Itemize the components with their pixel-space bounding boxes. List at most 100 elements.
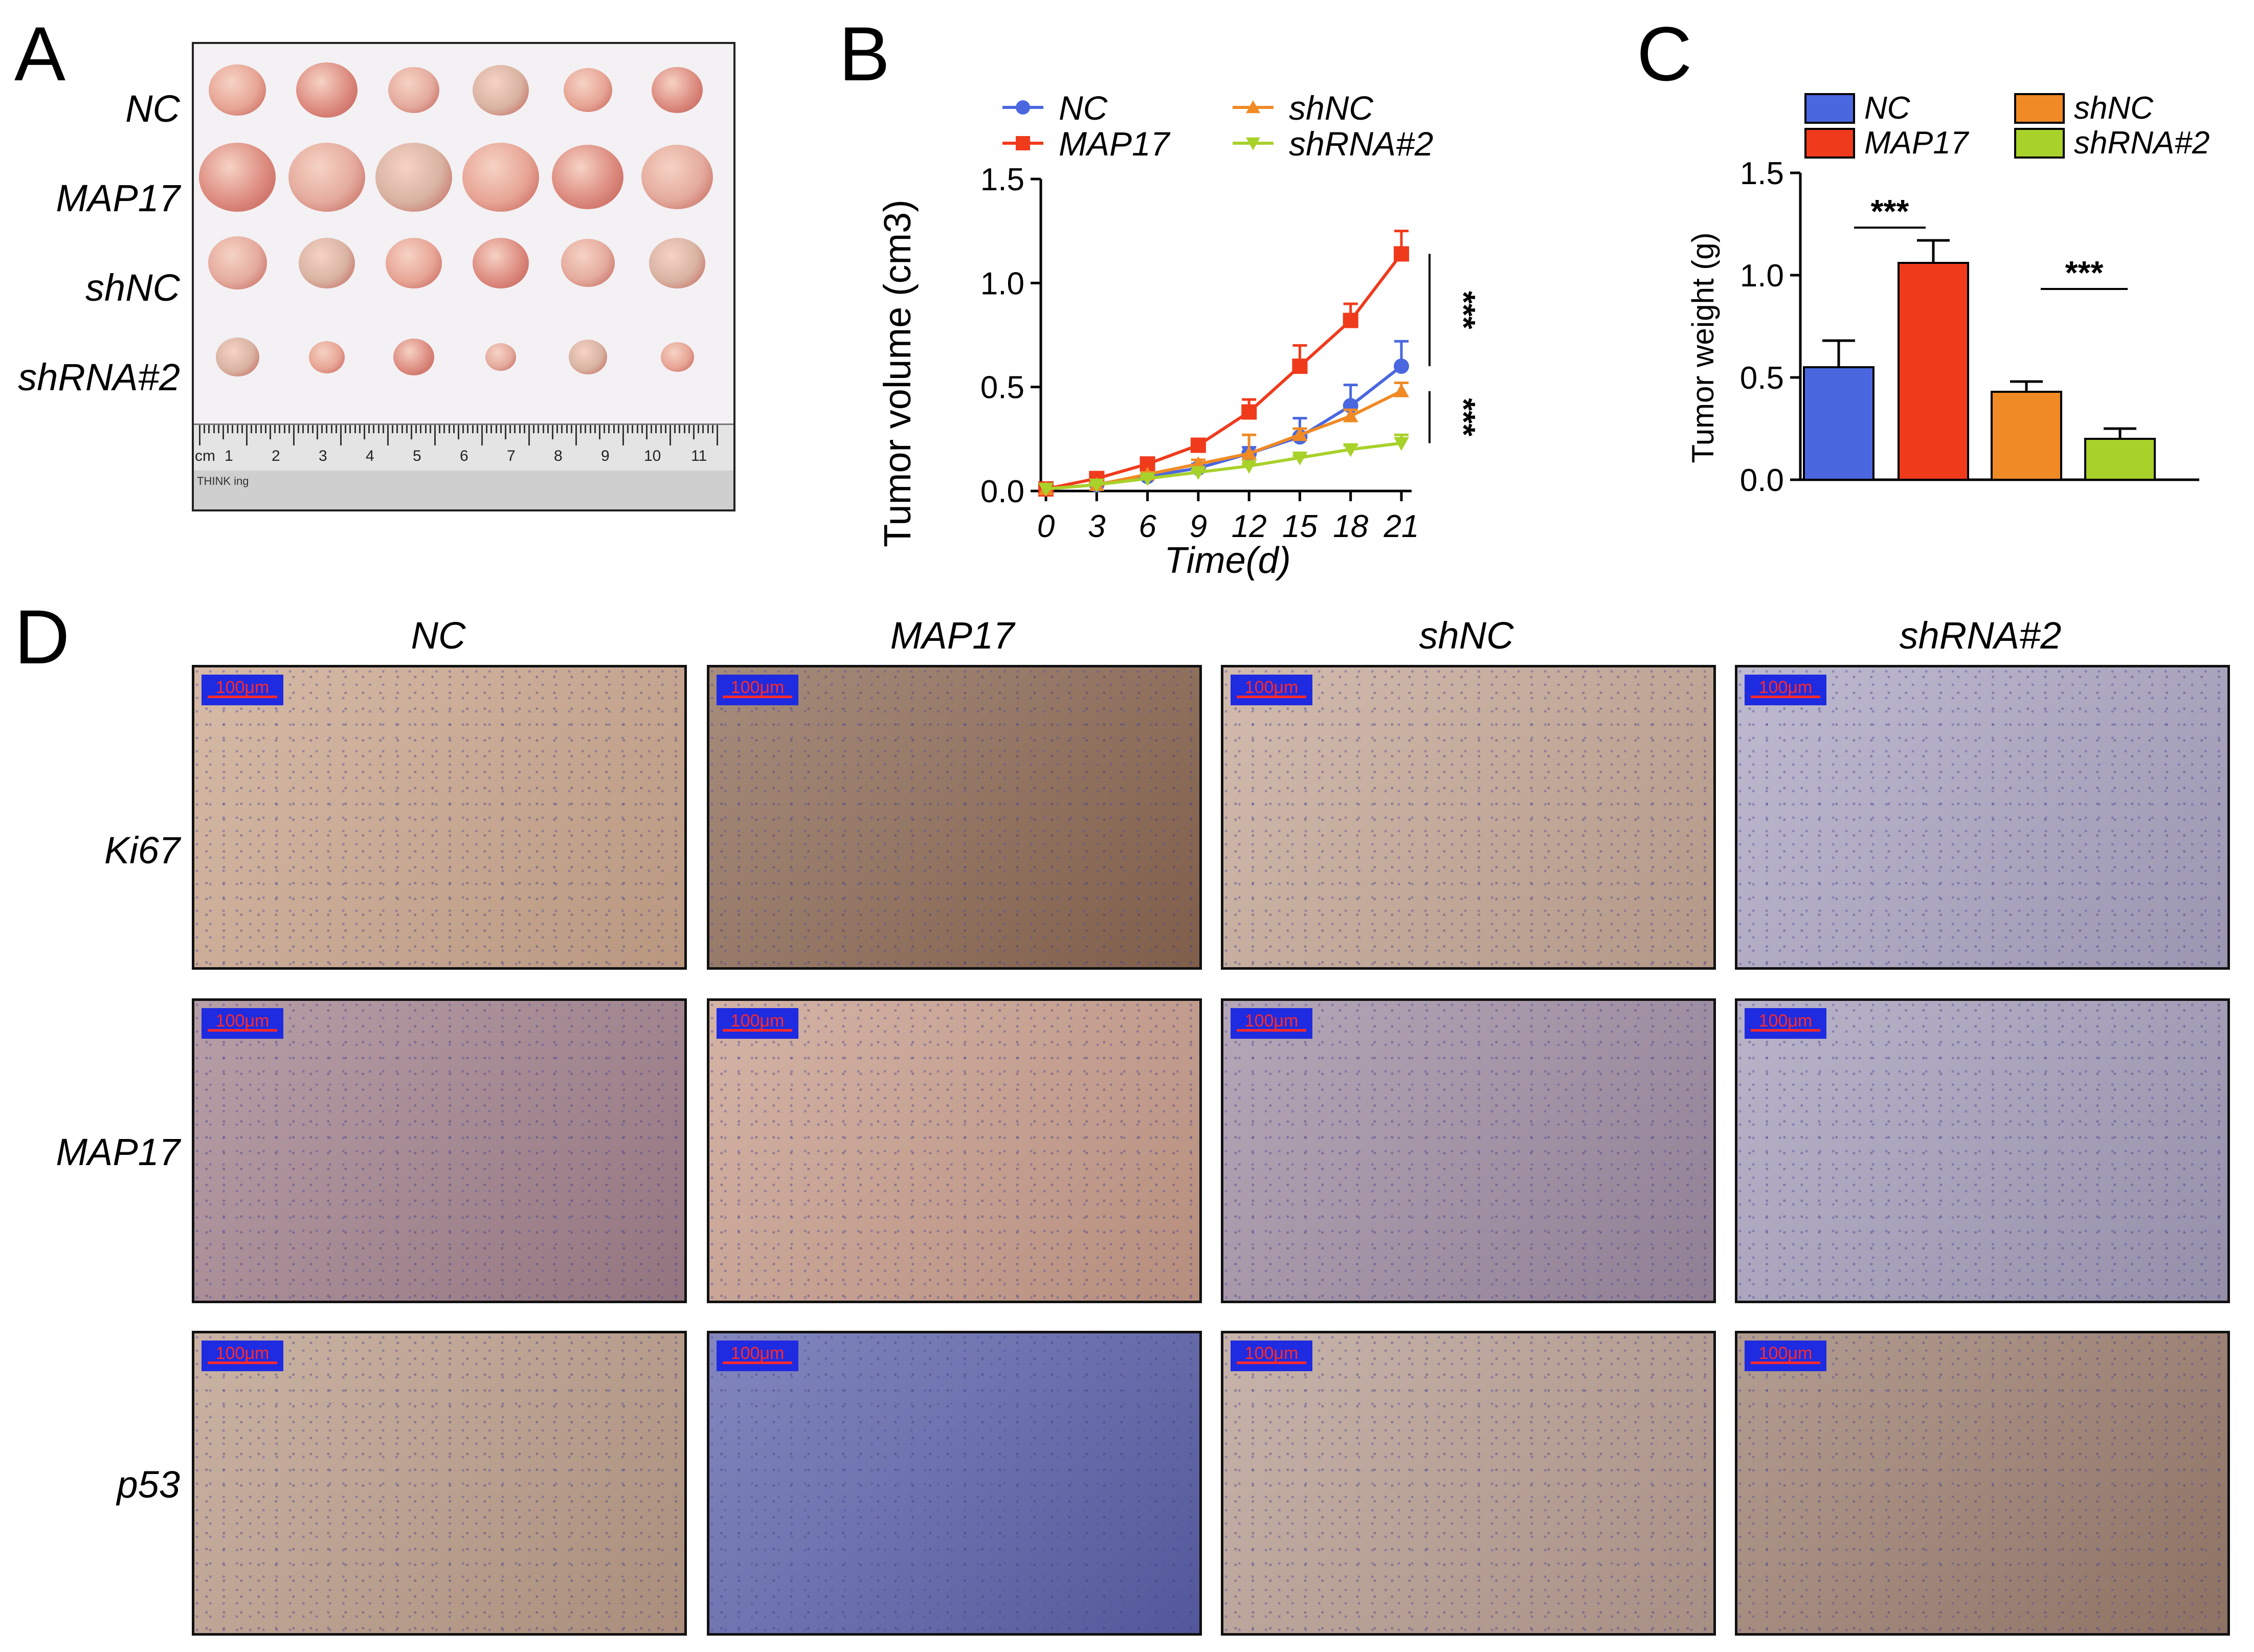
tumor-sample (568, 340, 607, 374)
ihc-image: 100μm (707, 1331, 1202, 1636)
ruler-tick (693, 425, 695, 439)
ruler-base: THINK ing (194, 471, 733, 509)
data-point (1292, 427, 1308, 441)
scale-bar: 100μm (202, 1341, 283, 1371)
ruler-brand: THINK ing (197, 475, 249, 487)
legend-swatch (1804, 93, 1855, 124)
legend-marker (1246, 137, 1260, 150)
tumor-sample (473, 64, 529, 116)
scale-bar: 100μm (1745, 675, 1826, 705)
tumor-row-label-shrna2: shRNA#2 (18, 356, 180, 398)
ruler-tick (660, 425, 662, 433)
scale-bar-line (208, 696, 277, 698)
bar-shnc (1991, 391, 2062, 481)
ruler-tick (326, 425, 328, 433)
scale-bar: 100μm (202, 1008, 283, 1039)
scale-bar-line (1751, 696, 1820, 698)
scale-bar: 100μm (1231, 675, 1312, 705)
ruler-tick (495, 425, 497, 433)
ihc-row-label-map17: MAP17 (56, 1131, 180, 1173)
ruler-tick (434, 425, 436, 445)
ruler-tick (354, 425, 356, 433)
scale-bar-label: 100μm (1758, 678, 1813, 697)
ruler-tick (411, 425, 412, 439)
scale-bar-line (1751, 1029, 1820, 1032)
scale-bar: 100μm (1231, 1341, 1312, 1371)
ruler-tick (364, 425, 365, 439)
ruler-tick (453, 425, 455, 433)
ruler-tick (288, 425, 290, 433)
ruler-tick (368, 425, 370, 433)
ruler-tick (406, 425, 408, 433)
ihc-image: 100μm (1735, 998, 2230, 1303)
ruler-tick (307, 425, 309, 433)
scale-bar-line (1237, 1029, 1306, 1032)
scale-bar-label: 100μm (215, 1344, 270, 1363)
chart-b-y-tick-label: 0.5 (980, 370, 1024, 406)
ruler-number: 3 (319, 448, 327, 464)
ihc-column-label-shnc: shNC (1419, 614, 1514, 657)
scale-bar-label: 100μm (730, 1344, 785, 1363)
chart-b-x-tick-label: 9 (1190, 509, 1207, 544)
ruler-tick (679, 425, 681, 433)
ruler-tick (509, 425, 511, 433)
ruler-tick (608, 425, 610, 433)
ruler-tick (349, 425, 351, 433)
data-point (1140, 472, 1155, 486)
scale-bar-label: 100μm (1758, 1011, 1813, 1031)
ruler-tick (462, 425, 464, 433)
ruler-tick (523, 425, 525, 433)
tumor-row-label-map17: MAP17 (56, 177, 180, 219)
ruler-number: 7 (507, 448, 516, 464)
ruler-tick (330, 425, 332, 433)
ruler-tick (528, 425, 530, 445)
ihc-column-label-shrna2: shRNA#2 (1899, 614, 2062, 657)
ruler-tick (429, 425, 431, 433)
ihc-image: 100μm (1735, 1331, 2230, 1636)
ruler-tick (425, 425, 427, 433)
ihc-column-label-map17: MAP17 (890, 614, 1015, 657)
chart-b-ylabel: Tumor volume (cm3) (876, 199, 919, 547)
chart-c-y-tick-label: 1.0 (1740, 258, 1784, 294)
ruler-tick (298, 425, 300, 433)
ruler-tick (283, 425, 285, 433)
ruler-tick (655, 425, 657, 433)
tumor-row-label-shnc: shNC (85, 266, 180, 309)
legend-label: shNC (1289, 89, 1374, 127)
ruler-number: 5 (413, 448, 421, 464)
scale-bar-label: 100μm (215, 1011, 270, 1031)
ruler-tick (505, 425, 506, 439)
legend-swatch (2014, 128, 2065, 159)
ruler-tick (382, 425, 384, 433)
panel-letter-a: A (14, 11, 66, 97)
ruler-tick (373, 425, 375, 433)
ruler-tick (222, 425, 224, 439)
ruler-tick (251, 425, 253, 433)
chart-b-x-tick-label: 21 (1383, 509, 1419, 544)
ruler-tick (688, 425, 690, 433)
scale-bar-line (723, 696, 792, 698)
data-point (1394, 246, 1409, 262)
ruler-number: 9 (601, 448, 610, 464)
ruler-tick (698, 425, 700, 433)
tumor-sample (652, 67, 703, 113)
scale-bar-line (723, 1029, 792, 1032)
tumor-sample (209, 64, 266, 116)
ruler-number: 1 (225, 448, 233, 464)
ihc-image: 100μm (1221, 1331, 1716, 1636)
ihc-image: 100μm (192, 998, 687, 1303)
scale-bar: 100μm (717, 1008, 798, 1039)
ruler-tick (321, 425, 323, 433)
ruler-number: cm (195, 448, 215, 464)
ruler-tick (589, 425, 591, 433)
chart-b-xlabel: Time(d) (1164, 540, 1290, 581)
tumor-sample (199, 142, 276, 212)
ruler-tick (274, 425, 276, 433)
significance-stars: *** (1445, 291, 1478, 329)
ruler-tick (500, 425, 502, 433)
ruler-tick (594, 425, 596, 433)
ruler-number: 8 (554, 448, 563, 464)
ruler-tick (711, 425, 713, 433)
tumor-sample (388, 67, 439, 113)
scale-bar-line (1237, 1361, 1306, 1364)
